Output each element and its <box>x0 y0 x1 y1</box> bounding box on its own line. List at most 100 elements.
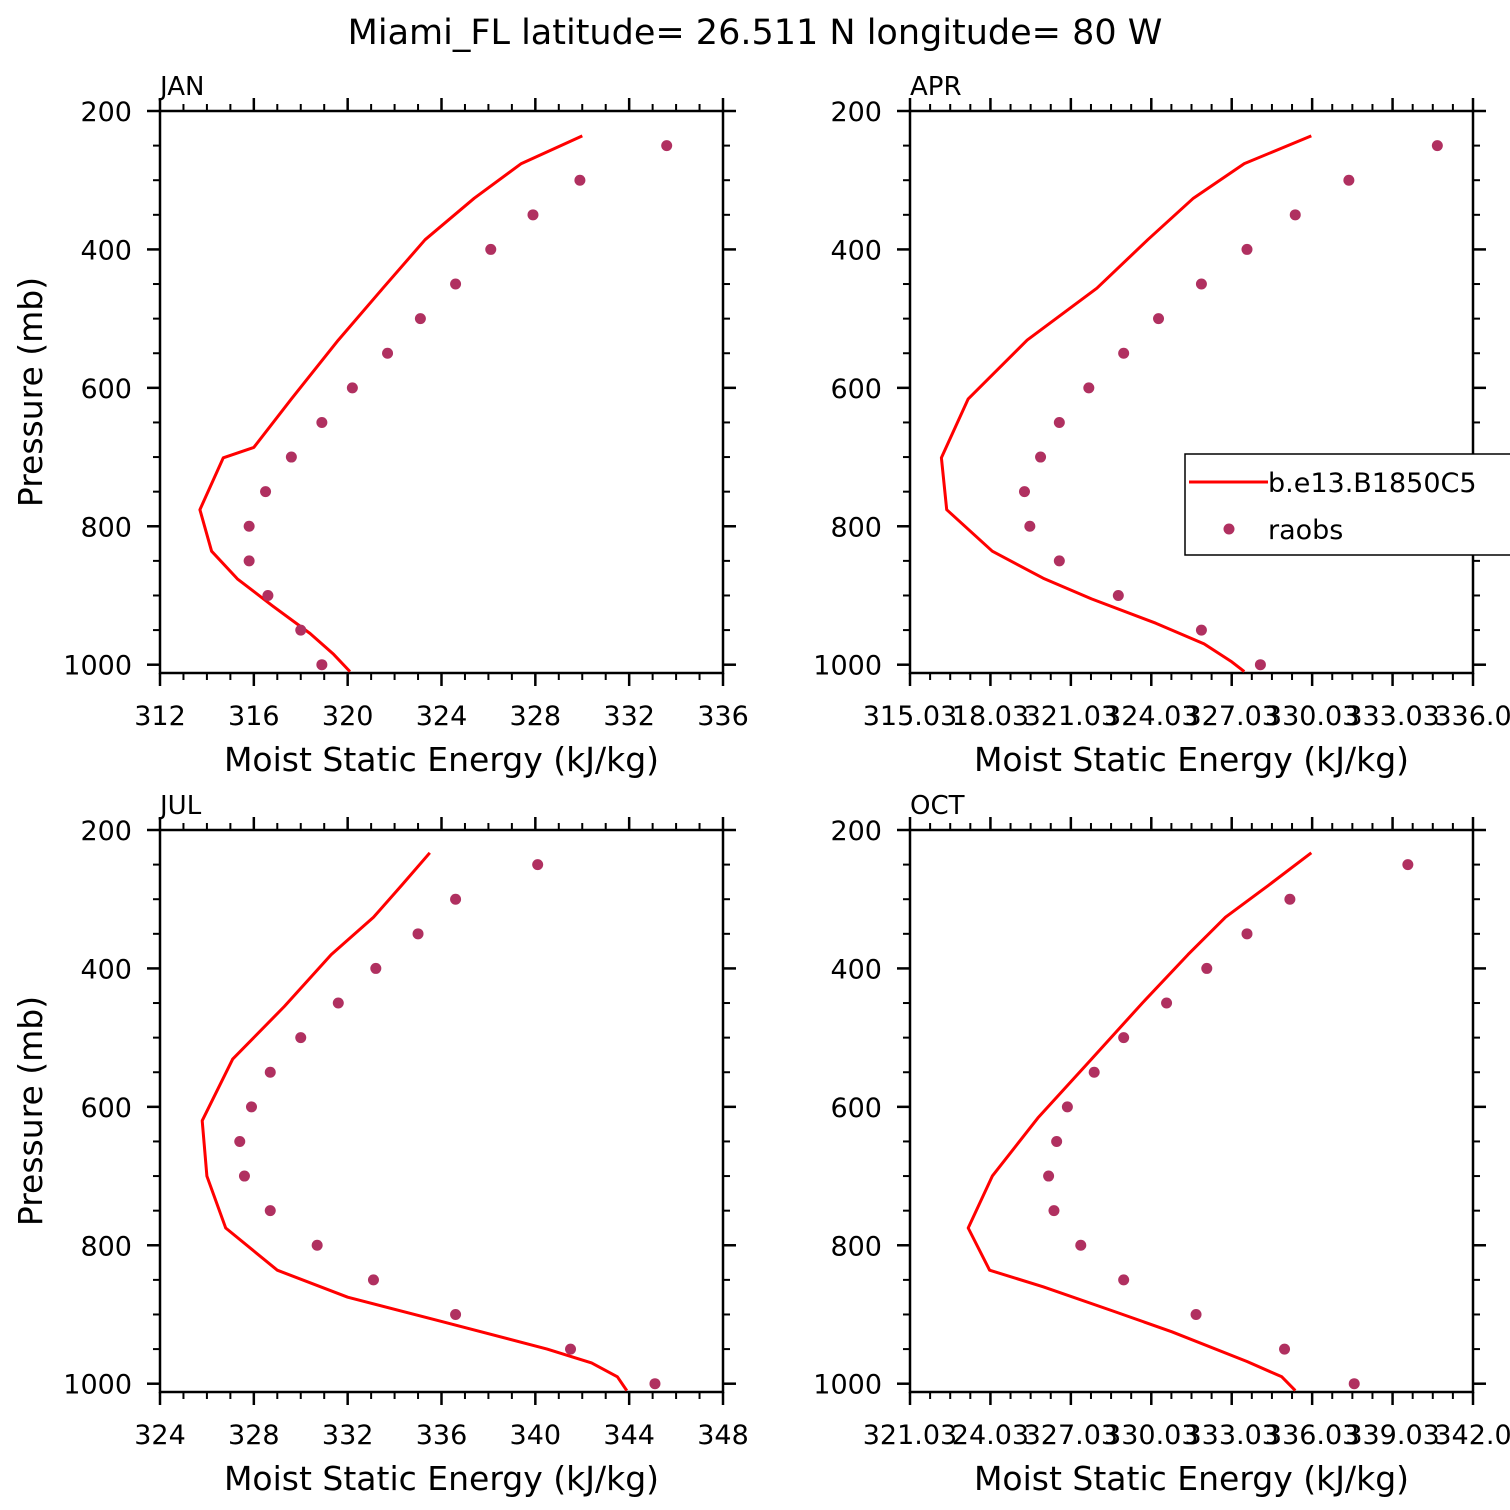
x-tick-label: 321.03 <box>1024 701 1118 732</box>
x-tick-label: 332 <box>322 1420 374 1451</box>
raobs-point <box>1343 174 1355 186</box>
raobs-point <box>370 962 382 974</box>
raobs-point <box>414 313 426 325</box>
panel-jan: 312 316 320 324 328 332 336 200 400 600 800 1000 JAN… <box>11 72 749 779</box>
y-tick-label: 1000 <box>813 1370 882 1401</box>
raobs-point <box>1161 997 1173 1009</box>
x-tick-label: 24.03 <box>952 1420 1029 1451</box>
raobs-point <box>1201 962 1213 974</box>
x-tick-label: 328 <box>510 701 562 732</box>
x-axis-label: Moist Static Energy (kJ/kg) <box>224 740 659 779</box>
raobs-point <box>243 555 255 567</box>
panel-apr: 315.0318.03321.03324.03327.03330.03333.0… <box>813 72 1510 779</box>
raobs-point <box>1051 1135 1063 1147</box>
panel-title: JUL <box>158 791 202 821</box>
raobs-point <box>1024 520 1036 532</box>
x-tick-label: 342.0 <box>1434 1420 1510 1451</box>
y-tick-label: 400 <box>830 235 882 266</box>
x-tick-label: 344 <box>603 1420 655 1451</box>
x-tick-label: 324 <box>134 1420 186 1451</box>
raobs-point <box>245 1101 257 1113</box>
x-tick-label: 336.03 <box>1265 1420 1359 1451</box>
x-axis-label: Moist Static Energy (kJ/kg) <box>224 1459 659 1498</box>
plot-frame <box>908 828 1475 1394</box>
raobs-point <box>1241 243 1253 255</box>
x-tick-label: 312 <box>134 701 186 732</box>
x-tick-label: 336.0 <box>1434 701 1510 732</box>
y-tick-label: 600 <box>830 1093 882 1124</box>
raobs-point <box>1195 624 1207 636</box>
raobs-point <box>1118 347 1130 359</box>
y-tick-label: 1000 <box>63 1370 132 1401</box>
raobs-point <box>412 928 424 940</box>
raobs-point <box>243 520 255 532</box>
x-tick-label: 327.03 <box>1024 1420 1118 1451</box>
raobs-point <box>1289 209 1301 221</box>
x-tick-label: 332 <box>603 701 655 732</box>
plot-frame <box>158 109 725 675</box>
x-tick-label: 339.03 <box>1345 1420 1439 1451</box>
raobs-point <box>1118 1032 1130 1044</box>
y-tick-label: 200 <box>830 97 882 128</box>
x-tick-label: 315.03 <box>863 701 957 732</box>
raobs-point <box>649 1378 661 1390</box>
raobs-point <box>238 1170 250 1182</box>
x-axis-label: Moist Static Energy (kJ/kg) <box>974 740 1409 779</box>
raobs-point <box>264 1066 276 1078</box>
raobs-point <box>1048 1205 1060 1217</box>
raobs-point <box>574 174 586 186</box>
x-tick-label: 328 <box>228 1420 280 1451</box>
raobs-point <box>1118 1274 1130 1286</box>
panel-title: OCT <box>910 791 965 821</box>
raobs-point <box>295 1032 307 1044</box>
raobs-point <box>1075 1239 1087 1251</box>
legend: b.e13.B1850C5 raobs <box>1184 453 1510 556</box>
raobs-point <box>1035 451 1047 463</box>
y-tick-label: 400 <box>830 954 882 985</box>
panel-title: JAN <box>158 72 204 102</box>
raobs-point <box>1284 893 1296 905</box>
y-tick-label: 600 <box>80 374 132 405</box>
x-tick-label: 316 <box>228 701 280 732</box>
x-tick-label: 330.03 <box>1104 1420 1198 1451</box>
raobs-point <box>1053 416 1065 428</box>
panel-title: APR <box>910 72 962 102</box>
y-tick-label: 600 <box>80 1093 132 1124</box>
raobs-point <box>346 382 358 394</box>
raobs-point <box>295 624 307 636</box>
legend-label-obs: raobs <box>1268 515 1343 546</box>
model-profile-line <box>198 134 583 673</box>
x-tick-label: 330.03 <box>1265 701 1359 732</box>
y-axis-label: Pressure (mb) <box>11 996 50 1226</box>
y-tick-label: 200 <box>80 816 132 847</box>
raobs-point <box>316 659 328 671</box>
model-profile-line <box>939 134 1312 673</box>
x-tick-label: 324 <box>416 701 468 732</box>
raobs-point <box>260 486 272 498</box>
raobs-point <box>311 1239 323 1251</box>
panel-oct: 321.0324.03327.03330.03333.03336.03339.0… <box>813 791 1510 1498</box>
raobs-point <box>565 1343 577 1355</box>
x-tick-label: 333.03 <box>1345 701 1439 732</box>
raobs-point <box>1088 1066 1100 1078</box>
y-tick-label: 1000 <box>813 651 882 682</box>
raobs-point <box>527 209 539 221</box>
raobs-point <box>1061 1101 1073 1113</box>
panels: 312 316 320 324 328 332 336 200 400 600 800 1000 JAN… <box>11 72 1510 1498</box>
panel-jul: 324 328 332 336 340 344 348 200 400 600 800 1000 JUL… <box>11 791 749 1498</box>
y-axis-label: Pressure (mb) <box>11 277 50 507</box>
raobs-point <box>450 278 462 290</box>
y-tick-label: 800 <box>830 512 882 543</box>
raobs-point <box>1279 1343 1291 1355</box>
raobs-point <box>1348 1378 1360 1390</box>
raobs-point <box>382 347 394 359</box>
y-tick-label: 800 <box>80 512 132 543</box>
raobs-point <box>1153 313 1165 325</box>
model-profile-line <box>200 851 629 1392</box>
plot-frame <box>908 109 1475 675</box>
y-tick-label: 800 <box>80 1231 132 1262</box>
x-tick-label: 333.03 <box>1184 1420 1278 1451</box>
raobs-point <box>1112 589 1124 601</box>
raobs-point <box>316 416 328 428</box>
legend-box <box>1184 453 1510 556</box>
